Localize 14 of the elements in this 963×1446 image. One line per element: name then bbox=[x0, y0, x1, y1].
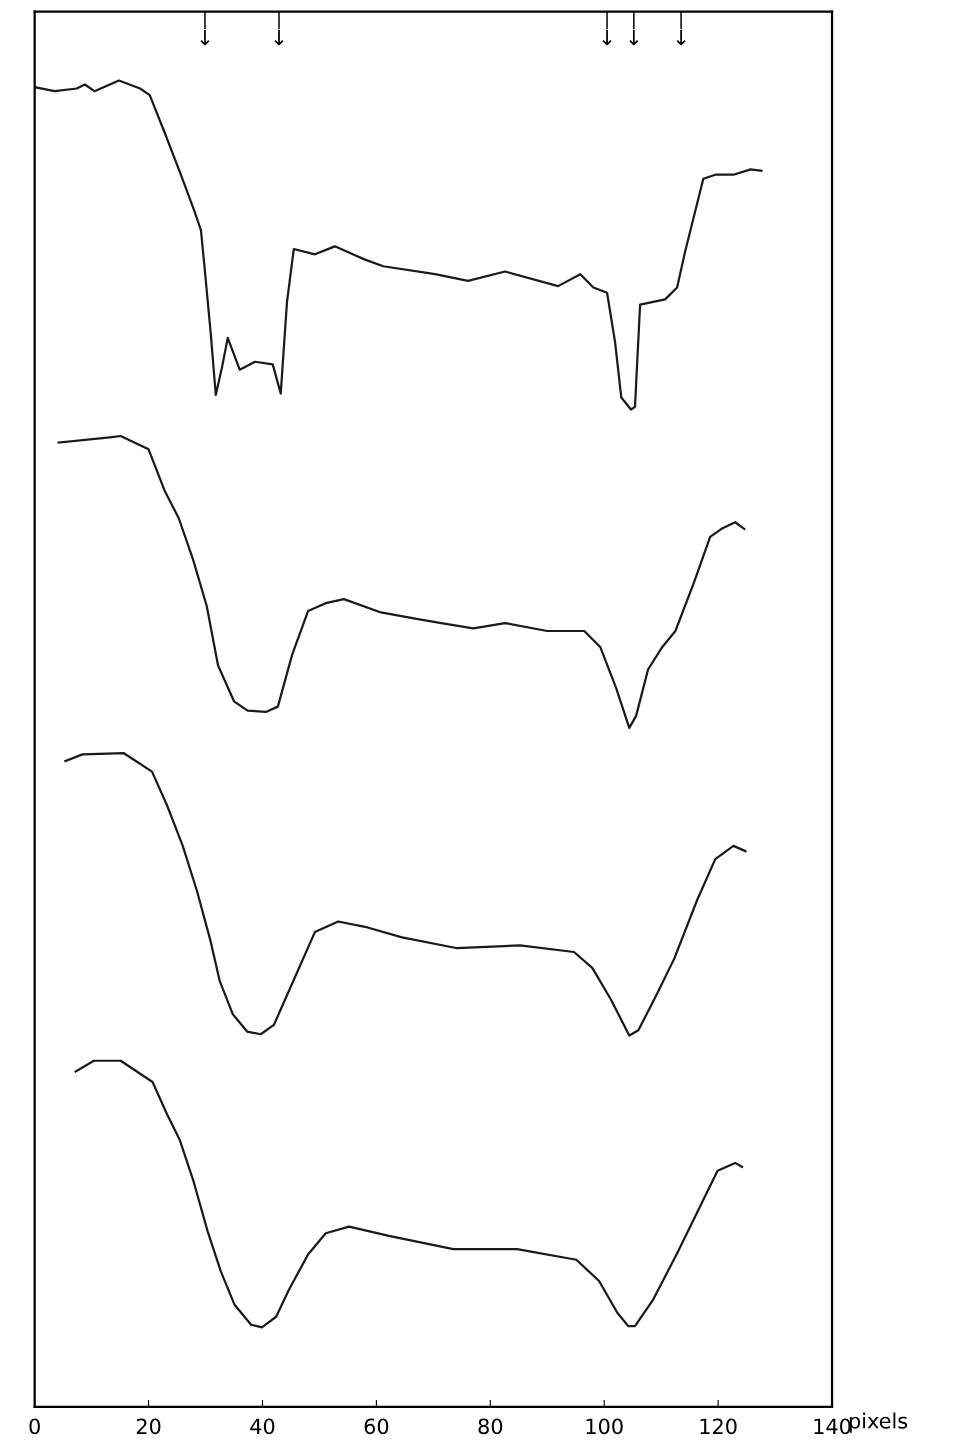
x-tick-label: 100 bbox=[586, 1418, 623, 1435]
x-tick-label: 120 bbox=[700, 1418, 737, 1435]
ref-line-label: ↓ bbox=[602, 30, 612, 46]
ref-line-label: ↓ bbox=[200, 30, 210, 46]
x-tick-label: 80 bbox=[478, 1418, 503, 1435]
x-axis-title: pixels bbox=[849, 1412, 908, 1433]
x-tick-label: 20 bbox=[136, 1418, 161, 1435]
ref-line-label: ↓ bbox=[629, 30, 639, 46]
x-tick-label: 60 bbox=[364, 1418, 389, 1435]
ref-line-label: ↓ bbox=[676, 30, 686, 46]
x-tick-label: 40 bbox=[250, 1418, 275, 1435]
x-tick-label: 0 bbox=[29, 1418, 40, 1435]
x-tick-label: 140 bbox=[814, 1418, 851, 1435]
ref-line-label: ↓ bbox=[274, 30, 284, 46]
